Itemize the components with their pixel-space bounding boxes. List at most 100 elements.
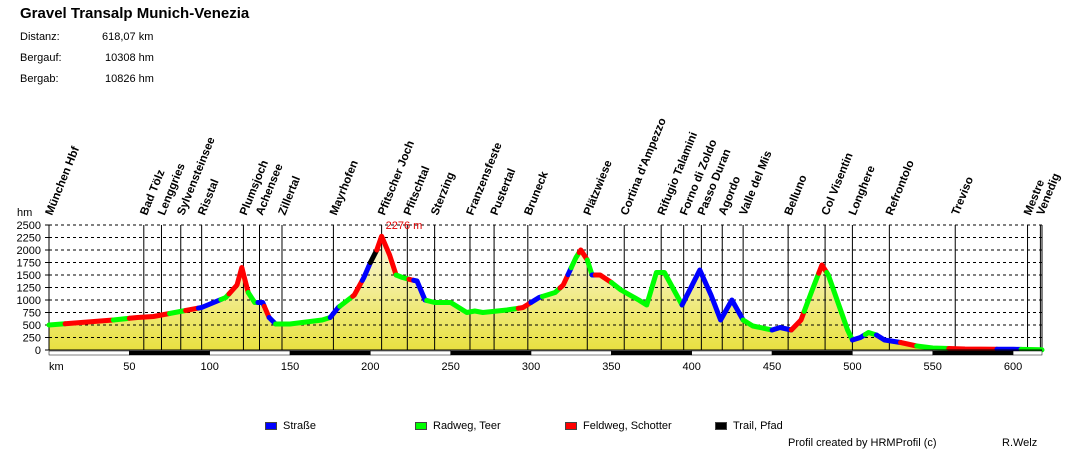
x-tick-label: 200 [361,361,379,373]
profile-segment-green [862,330,879,338]
profile-segment-green [584,257,595,278]
profile-segment-green [424,297,521,315]
waypoint-label: Mayrhofen [328,159,361,217]
profile-segment-blue [769,325,794,333]
x-tick-label: 100 [200,361,218,373]
elevation-chart: 02505007501000125015001750200022502500hm… [17,116,1063,373]
profile-segment-green [740,317,775,333]
distance-scale-bar [530,350,612,356]
profile-segment-red [946,346,1000,352]
legend-label: Straße [283,420,317,432]
stat-label: Bergauf: [20,52,62,64]
y-tick-label: 2250 [17,233,41,245]
stat-descent: Bergab: 10826 hm [20,73,154,85]
x-axis-label: km [49,361,64,373]
profile-segment-green [110,315,132,323]
waypoint-label: Valle del Mis [738,149,775,217]
profile-segment-red [515,300,534,311]
waypoint-label: München Hbf [44,145,82,217]
stat-value: 618,07 km [102,31,154,43]
x-tick-label: 500 [843,361,861,373]
profile-segment-red [816,262,830,276]
stat-distance: Distanz: 618,07 km [20,31,153,43]
x-tick-label: 450 [763,361,781,373]
waypoint-label: Sterzing [429,171,457,218]
profile-segment-green [824,270,855,343]
profile-segment-red [62,317,116,327]
profile-segment-red [898,340,920,349]
legend-swatch-icon [565,422,577,431]
waypoint-label: Pfitschtal [402,165,433,217]
waypoint-label: Zillertal [277,175,303,217]
distance-scale-bar [771,350,853,356]
legend-swatch-icon [265,422,277,431]
legend-item-trail: Trail, Pfad [715,420,783,432]
profile-segment-red [126,311,172,321]
profile-segment-red [374,233,399,278]
legend-label: Trail, Pfad [733,420,783,432]
x-tick-label: 250 [442,361,460,373]
legend-item-cycleway: Radweg, Teer [415,420,501,432]
stat-label: Bergab: [20,73,59,85]
profile-segment-red [592,272,614,285]
waypoint-label: Treviso [950,175,976,217]
y-tick-label: 750 [23,308,41,320]
y-tick-label: 1000 [17,295,41,307]
waypoint-label: Refrontolo [884,159,917,217]
distance-scale-bar [691,350,773,356]
legend-label: Feldweg, Schotter [583,420,672,432]
x-tick-label: 550 [924,361,942,373]
profile-segment-green [167,308,189,316]
max-elevation-label: 2276 m [386,220,423,232]
distance-scale-bar [289,350,371,356]
profile-segment-blue [874,332,904,345]
profile-segment-blue [359,260,373,283]
stat-ascent: Bergauf: 10308 hm [20,52,154,64]
legend-swatch-icon [715,422,727,431]
y-tick-label: 1500 [17,270,41,282]
x-tick-label: 600 [1004,361,1022,373]
distance-scale-bar [370,350,451,356]
profile-segment-red [350,277,365,299]
distance-scale-bar [48,350,130,356]
waypoint-label: Longhere [847,164,878,217]
waypoint-label: Pustertal [489,167,519,217]
y-tick-label: 1750 [17,258,41,270]
profile-segment-red [576,247,590,263]
waypoint-label: Plätzwiese [582,159,615,217]
legend-item-road: Straße [265,420,316,432]
profile-segment-green [273,315,333,327]
stat-value: 10826 hm [105,73,154,85]
distance-scale-bar [450,350,532,356]
y-tick-label: 500 [23,320,41,332]
distance-scale-bar [209,350,291,356]
x-tick-label: 400 [683,361,701,373]
y-tick-label: 0 [35,345,41,357]
distance-scale-bar [129,350,210,356]
y-tick-label: 2500 [17,220,41,232]
profile-segment-blue [195,297,224,311]
profile-segment-green [801,270,822,314]
profile-segment-red [557,272,571,291]
profile-segment-green [337,293,356,309]
y-tick-label: 250 [23,333,41,345]
legend-swatch-icon [415,422,427,431]
x-tick-label: 300 [522,361,540,373]
profile-segment-red [226,265,251,297]
distance-scale-bar [852,350,933,356]
distance-scale-bar [611,350,692,356]
footer-author: R.Welz [1002,437,1038,449]
chart-title: Gravel Transalp Munich-Venezia [20,5,250,22]
y-axis-label: hm [17,207,32,219]
distance-scale-bar [1012,350,1043,356]
stat-value: 10308 hm [105,52,154,64]
distance-scale-bar [932,350,1014,356]
waypoint-label: Bruneck [522,169,551,217]
legend-label: Radweg, Teer [433,420,501,432]
x-tick-label: 350 [602,361,620,373]
footer-credit: Profil created by HRMProfil (c) [788,437,937,449]
profile-segment-red [788,308,807,333]
x-tick-label: 50 [123,361,135,373]
y-tick-label: 2000 [17,245,41,257]
profile-segment-green [608,270,685,308]
